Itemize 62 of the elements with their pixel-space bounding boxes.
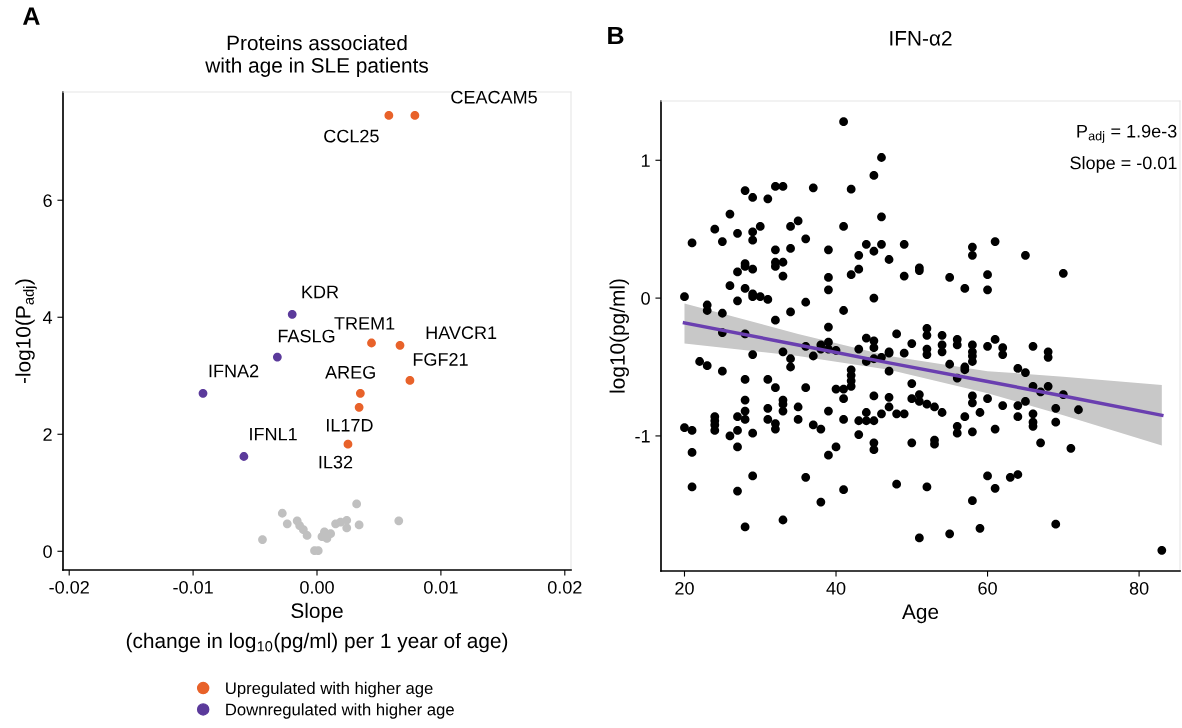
annotation: TREM1 [334,317,395,330]
x-tick-label: -0.02 [49,580,89,594]
y-tick-label: -1 [635,430,650,443]
annotation: HAVCR1 [426,326,497,340]
y-tick-label: 1 [641,154,650,167]
x-tick-label: 0.02 [547,580,582,594]
y-tick-label: 2 [43,428,52,441]
point [354,402,364,412]
annotation: FGF21 [413,353,468,366]
y-tick-label: 0 [43,545,52,558]
annotation: AREG [325,365,375,379]
x-axis-title: Age [902,604,939,624]
point [354,520,364,530]
x-tick-label: 0.01 [424,580,458,594]
annotation: Slope = -0.01 [1070,156,1177,173]
annotation: KDR [302,285,339,299]
point [198,388,208,398]
point [287,309,297,319]
annotation: CEACAM5 [451,90,537,104]
annotation: P$_{adj}$ = 1.9e-3 [1077,124,1177,143]
y-axis-title: -log10(P$_{adj}$) [15,279,37,384]
annotation: IFNA2 [209,364,259,378]
point [272,352,282,362]
point [343,439,353,449]
text: B [608,26,624,45]
point [277,508,287,518]
point [258,535,267,544]
legend-label: Upregulated with higher age [226,681,433,698]
point [394,516,404,526]
annotation: IFNL1 [250,427,297,441]
x-tick-label: -0.01 [173,580,213,594]
line-series [682,321,1164,417]
legend-label: Downregulated with higher age [226,703,454,719]
point [355,388,365,398]
point [384,111,394,120]
y-tick-label: 0 [641,292,650,305]
text: Slope (change in log$_{10}$(pg/ml) per 1 year of age) [126,602,508,653]
x-tick-label: 80 [1129,581,1149,595]
point [352,499,362,509]
point [342,523,352,533]
y-tick-label: 4 [42,311,53,324]
point [302,531,312,540]
x-tick-label: 40 [826,581,846,595]
point [410,111,420,120]
x-tick-label: 60 [978,581,997,595]
y-axis-title: log10(pg/ml) [609,279,629,393]
y-tick-label: 6 [43,194,52,207]
point [282,519,292,529]
point [395,340,405,350]
point [367,338,376,348]
annotation: CCL25 [324,129,379,143]
chart-title: Proteins associated with age in SLE patients [205,35,429,77]
x-tick-label: 0.00 [300,580,334,594]
point [342,515,352,525]
point [405,376,415,385]
annotation: IL32 [319,455,353,469]
text: A [22,7,40,25]
x-tick-label: 20 [675,581,694,595]
point [239,452,249,461]
annotation: IL17D [326,419,373,432]
chart-title: IFN-α2 [890,30,952,46]
annotation: FASLG [278,329,335,343]
